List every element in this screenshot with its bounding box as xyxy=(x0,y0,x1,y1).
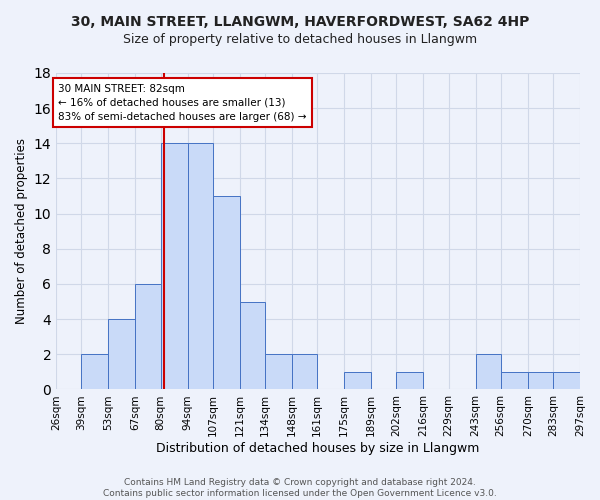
Bar xyxy=(136,284,161,390)
Bar xyxy=(188,144,213,390)
Bar xyxy=(476,354,501,390)
Bar xyxy=(528,372,553,390)
Bar xyxy=(580,372,600,390)
Bar xyxy=(553,372,580,390)
Bar xyxy=(81,354,109,390)
Y-axis label: Number of detached properties: Number of detached properties xyxy=(15,138,28,324)
Bar xyxy=(161,144,188,390)
Bar xyxy=(213,196,240,390)
Bar xyxy=(265,354,292,390)
Text: Size of property relative to detached houses in Llangwm: Size of property relative to detached ho… xyxy=(123,32,477,46)
Bar xyxy=(344,372,371,390)
Text: 30 MAIN STREET: 82sqm
← 16% of detached houses are smaller (13)
83% of semi-deta: 30 MAIN STREET: 82sqm ← 16% of detached … xyxy=(58,84,307,122)
Text: Contains HM Land Registry data © Crown copyright and database right 2024.
Contai: Contains HM Land Registry data © Crown c… xyxy=(103,478,497,498)
Text: 30, MAIN STREET, LLANGWM, HAVERFORDWEST, SA62 4HP: 30, MAIN STREET, LLANGWM, HAVERFORDWEST,… xyxy=(71,15,529,29)
X-axis label: Distribution of detached houses by size in Llangwm: Distribution of detached houses by size … xyxy=(157,442,480,455)
Bar xyxy=(292,354,317,390)
Bar xyxy=(240,302,265,390)
Bar xyxy=(397,372,424,390)
Bar xyxy=(501,372,528,390)
Bar xyxy=(109,319,136,390)
